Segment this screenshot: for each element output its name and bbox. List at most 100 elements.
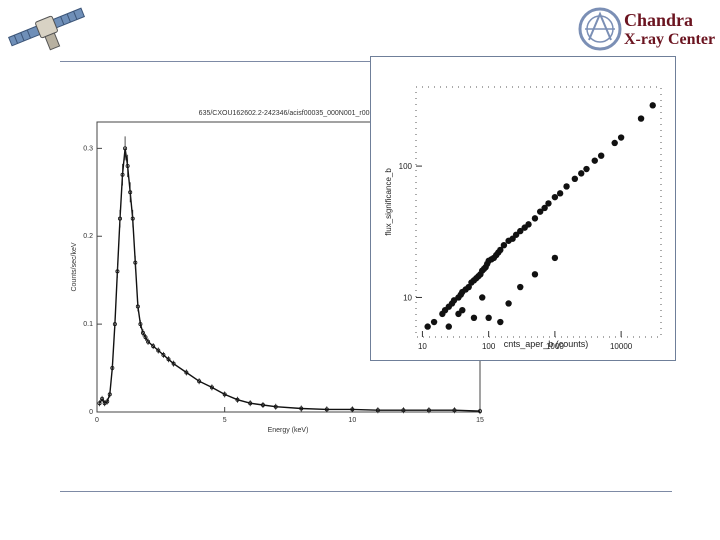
spectrum-point: [171, 361, 176, 366]
spectrum-y-tick-label: 0: [89, 409, 93, 416]
spectrum-point: [401, 408, 406, 413]
scatter-point: [571, 175, 579, 183]
spectrum-point: [156, 348, 161, 353]
spectrum-point: [128, 190, 133, 195]
scatter-x-tick-label: 1000: [546, 342, 564, 351]
scatter-point: [525, 221, 532, 228]
spectrum-y-tick-label: 0.1: [83, 321, 93, 328]
spectrum-point: [184, 370, 189, 375]
scatter-plot-area: [415, 86, 662, 338]
spectrum-point: [123, 146, 128, 151]
spectrum-point: [97, 401, 102, 406]
spectrum-point: [477, 409, 482, 414]
spectrum-point: [100, 396, 105, 401]
scatter-point: [541, 204, 548, 212]
scatter-point: [500, 241, 508, 249]
scatter-point: [637, 115, 645, 122]
spectrum-x-tick-label: 10: [348, 417, 356, 424]
scatter-chart: cnts_aper_b (counts) flux_significance_b…: [384, 86, 662, 351]
spectrum-point: [133, 260, 138, 265]
scatter-point: [556, 190, 564, 197]
spectrum-point: [235, 397, 240, 402]
spectrum-x-label: Energy (keV): [268, 427, 309, 434]
spectrum-point: [426, 408, 431, 413]
scatter-point: [536, 208, 544, 215]
spectrum-title: 635/CXOU162602.2-242346/acisf00035_000N0…: [199, 110, 378, 117]
scatter-point: [583, 165, 590, 173]
spectrum-x-tick-label: 0: [95, 417, 99, 424]
scatter-point: [505, 300, 512, 307]
scatter-point: [531, 271, 539, 278]
scatter-point: [531, 215, 539, 222]
spectrum-point: [375, 408, 380, 413]
scatter-point: [455, 310, 462, 318]
scatter-point: [445, 323, 452, 330]
spectrum-point: [146, 339, 151, 344]
spectrum-point: [273, 404, 278, 409]
spectrum-point: [138, 322, 143, 327]
spectrum-point: [110, 366, 115, 371]
spectrum-point: [161, 352, 166, 357]
spectrum-point: [105, 399, 110, 404]
scatter-y-label: flux_significance_b: [384, 168, 393, 236]
logo-line-2: X-ray Center: [624, 31, 716, 48]
spectrum-point: [140, 330, 145, 335]
scatter-point: [424, 323, 431, 330]
spectrum-point: [112, 322, 117, 327]
scatter-point: [611, 139, 618, 147]
scatter-point: [617, 134, 625, 141]
spectrum-point: [166, 357, 171, 362]
scatter-point: [551, 254, 559, 262]
chandra-seal-icon: [578, 7, 622, 51]
spectrum-point: [248, 401, 253, 406]
inset-frame: cnts_aper_b (counts) flux_significance_b…: [370, 56, 676, 361]
spectrum-point: [299, 406, 304, 411]
scatter-y-tick-label: 100: [399, 162, 413, 171]
spectrum-point: [130, 216, 135, 221]
scatter-point: [545, 200, 552, 207]
spectrum-y-label: Counts/sec/keV: [71, 242, 78, 291]
spectrum-point: [115, 269, 120, 274]
spectrum-x-tick-label: 15: [476, 417, 484, 424]
spectrum-chart: 635/CXOU162602.2-242346/acisf00035_000N0…: [71, 110, 484, 434]
spectrum-point: [120, 172, 125, 177]
spectrum-point: [143, 335, 148, 340]
spectrum-point: [117, 216, 122, 221]
spectrum-y-tick-label: 0.2: [83, 233, 93, 240]
spectrum-point: [125, 163, 130, 168]
spectrum-point: [107, 392, 112, 397]
logo-line-1: Chandra: [624, 10, 694, 30]
spectrum-x-tick-label: 5: [223, 417, 227, 424]
spectrum-point: [151, 344, 156, 349]
scatter-point: [517, 283, 524, 291]
spectrum-point: [135, 304, 140, 309]
scatter-point: [497, 318, 504, 326]
spectrum-point: [350, 407, 355, 412]
scatter-point: [497, 246, 504, 254]
scatter-x-tick-label: 100: [482, 342, 496, 351]
scatter-x-label: cnts_aper_b (counts): [504, 339, 589, 349]
scatter-point: [479, 294, 486, 301]
scatter-point: [551, 193, 559, 201]
spectrum-point: [209, 385, 214, 390]
spectrum-point: [324, 407, 329, 412]
chandra-logo-text: Chandra X-ray Center: [624, 10, 715, 50]
scatter-point: [485, 314, 492, 322]
scatter-point: [517, 227, 524, 235]
scatter-point: [649, 102, 656, 109]
scatter-point: [430, 318, 438, 326]
scatter-x-tick-label: 10000: [610, 342, 633, 351]
scatter-point: [578, 170, 585, 177]
spectrum-point: [197, 379, 202, 384]
spectrum-point: [222, 392, 227, 397]
satellite-icon: [8, 7, 86, 51]
scatter-point: [512, 231, 520, 238]
scatter-point: [563, 183, 570, 190]
scatter-x-tick-label: 10: [418, 342, 427, 351]
scatter-point: [591, 157, 598, 164]
bottom-divider: [60, 491, 672, 492]
scatter-point: [597, 152, 605, 159]
spectrum-point: [260, 402, 265, 407]
scatter-y-tick-label: 10: [403, 293, 412, 302]
spectrum-y-tick-label: 0.3: [83, 145, 93, 152]
